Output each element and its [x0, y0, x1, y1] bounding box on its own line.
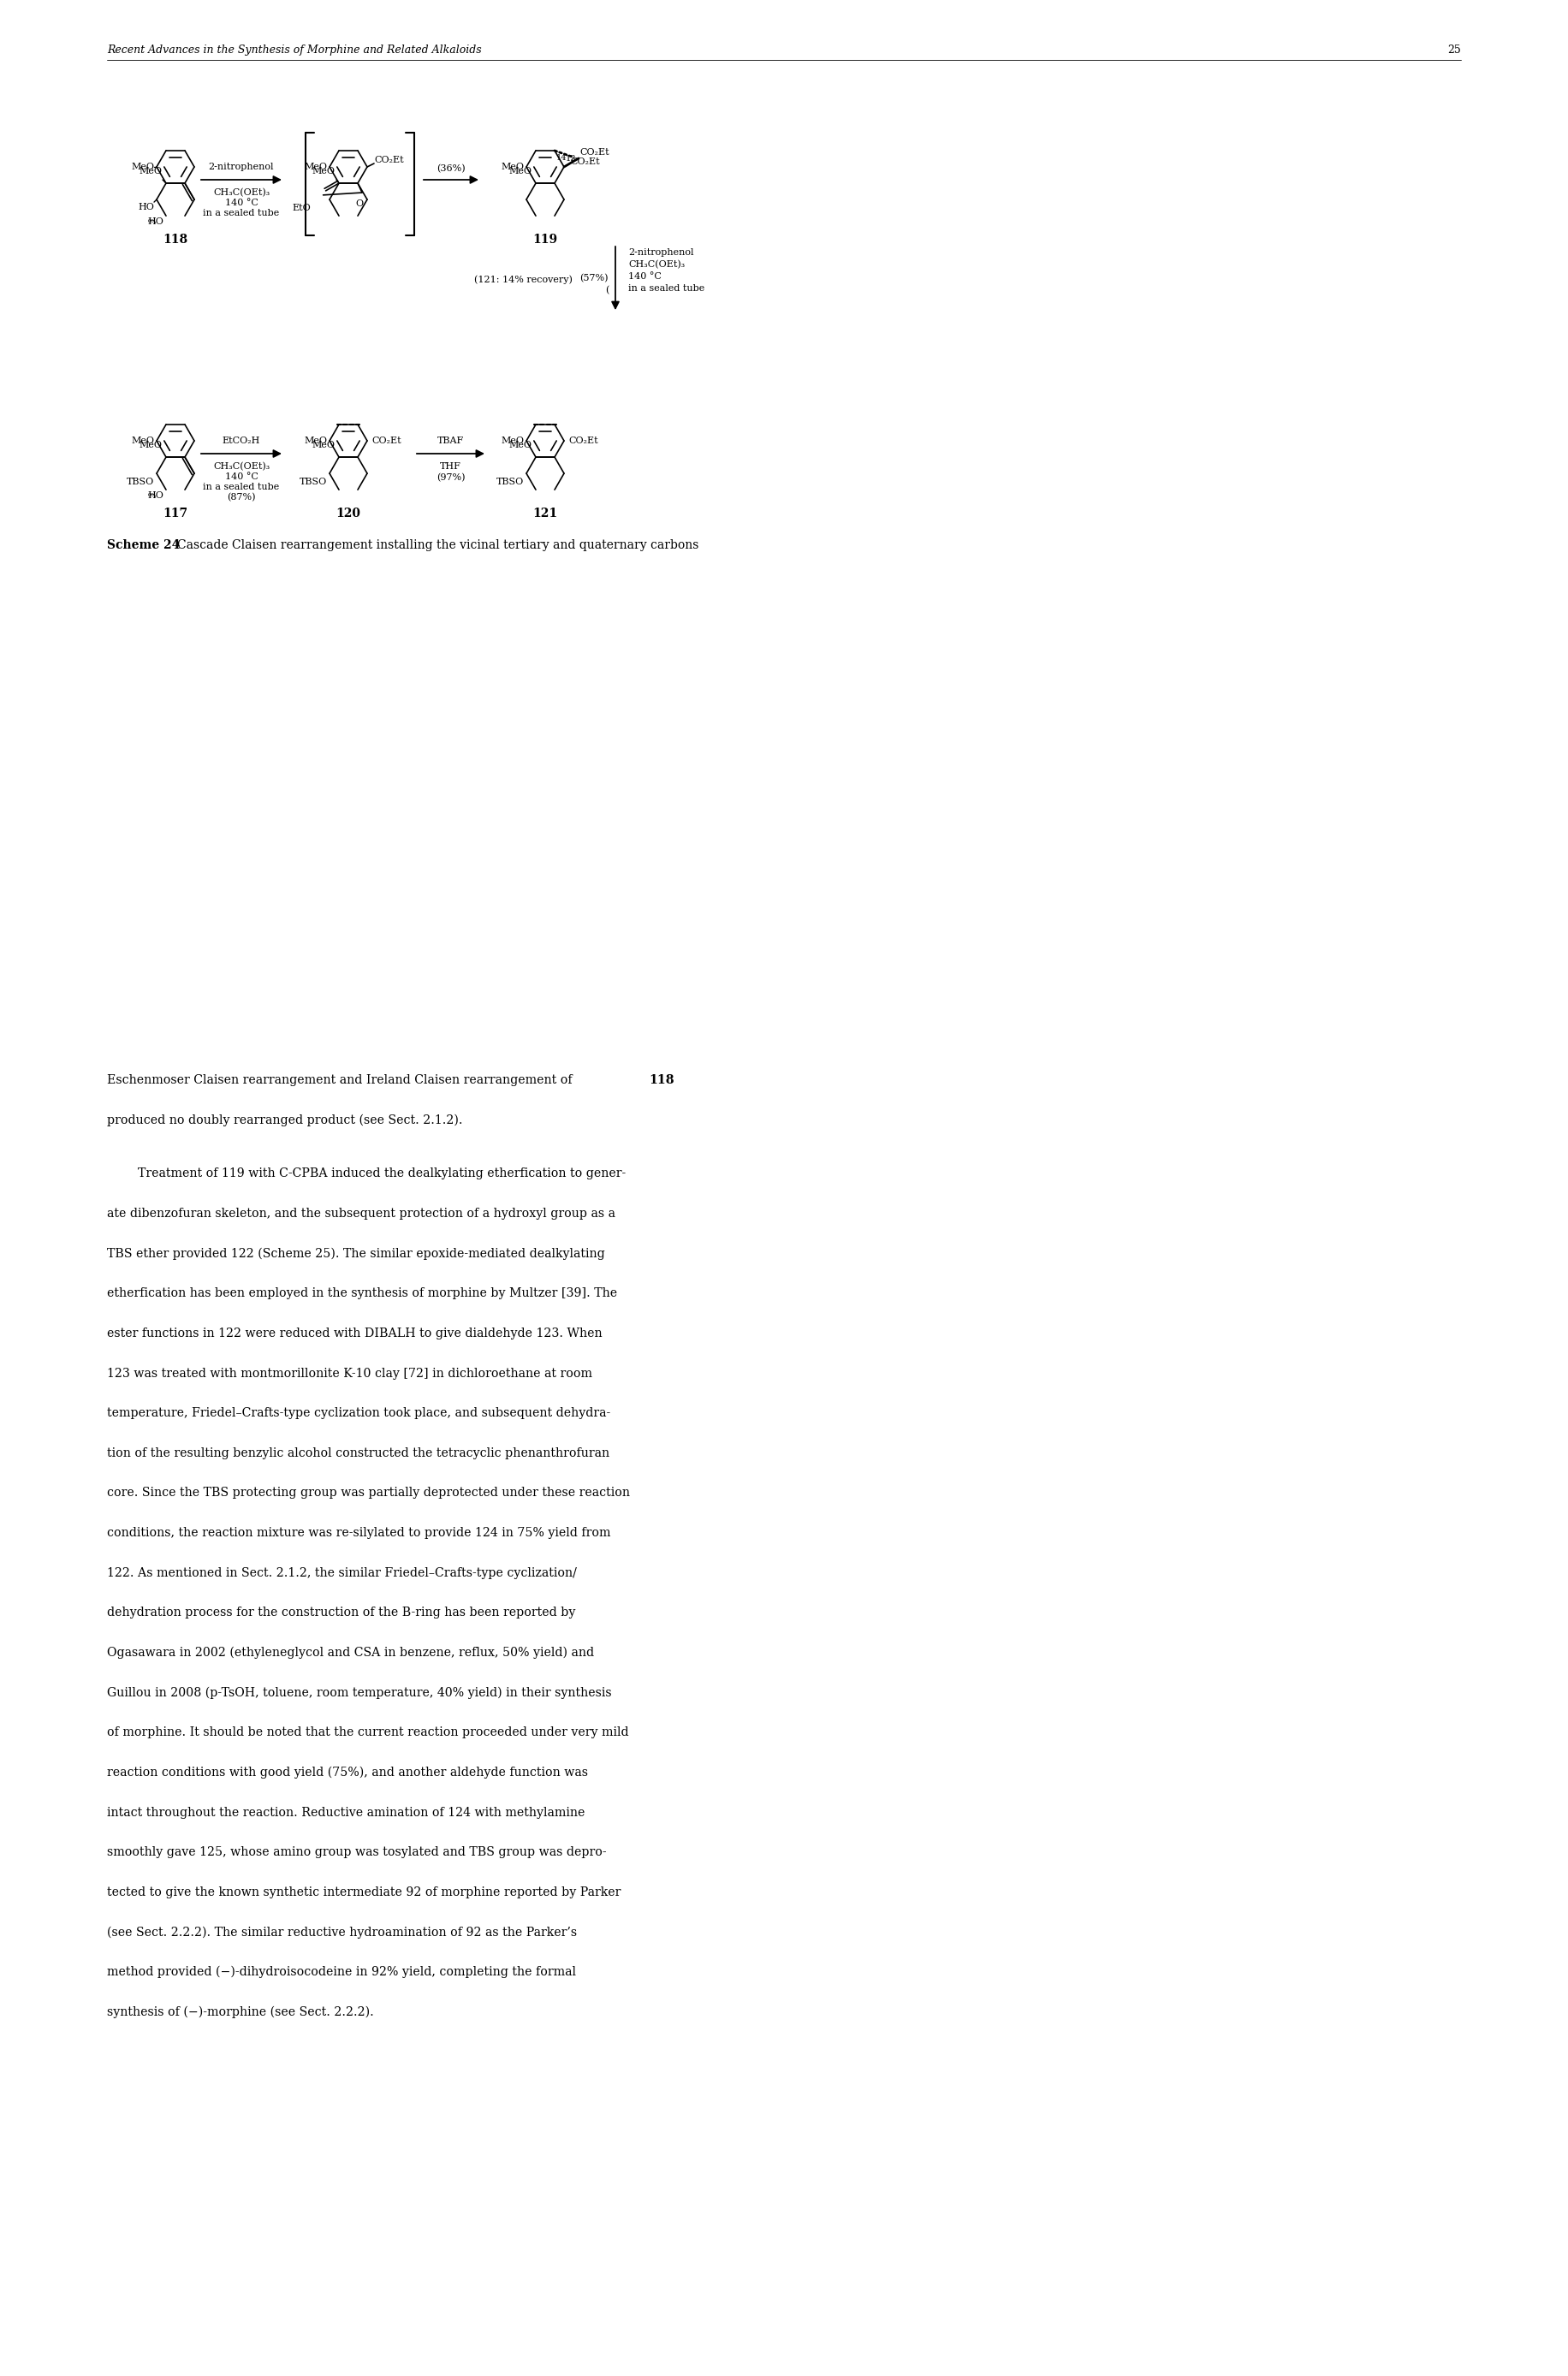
- Text: 118: 118: [649, 1074, 674, 1086]
- Text: TBSO: TBSO: [495, 478, 524, 487]
- Text: method provided (−)-dihydroisocodeine in 92% yield, completing the formal: method provided (−)-dihydroisocodeine in…: [107, 1965, 575, 1979]
- Text: MeO: MeO: [132, 162, 154, 171]
- Text: Scheme 24: Scheme 24: [107, 539, 183, 551]
- Text: MeO: MeO: [132, 437, 154, 444]
- Text: Recent Advances in the Synthesis of Morphine and Related Alkaloids: Recent Advances in the Synthesis of Morp…: [107, 45, 481, 55]
- Text: temperature, Friedel–Crafts-type cyclization took place, and subsequent dehydra-: temperature, Friedel–Crafts-type cycliza…: [107, 1407, 610, 1418]
- Text: in a sealed tube: in a sealed tube: [629, 285, 704, 292]
- Text: TBAF: TBAF: [437, 437, 464, 444]
- Text: (see Sect. 2.2.2). The similar reductive hydroamination of 92 as the Parker’s: (see Sect. 2.2.2). The similar reductive…: [107, 1927, 577, 1939]
- Text: Treatment of 119 with Ϲ-CPBA induced the dealkylating etherfication to gener-: Treatment of 119 with Ϲ-CPBA induced the…: [138, 1167, 626, 1181]
- Text: CO₂Et: CO₂Et: [568, 437, 597, 444]
- Text: tected to give the known synthetic intermediate 92 of morphine reported by Parke: tected to give the known synthetic inter…: [107, 1887, 621, 1898]
- Text: MeO: MeO: [304, 162, 328, 171]
- Text: CH₃C(OEt)₃: CH₃C(OEt)₃: [629, 261, 685, 268]
- Text: of morphine. It should be noted that the current reaction proceeded under very m: of morphine. It should be noted that the…: [107, 1727, 629, 1739]
- Text: 2-nitrophenol: 2-nitrophenol: [209, 162, 274, 171]
- Text: O: O: [356, 200, 364, 209]
- Text: THF: THF: [441, 463, 461, 470]
- Text: Cascade Claisen rearrangement installing the vicinal tertiary and quaternary car: Cascade Claisen rearrangement installing…: [177, 539, 699, 551]
- Text: MeO: MeO: [500, 437, 524, 444]
- Text: CH₃C(OEt)₃: CH₃C(OEt)₃: [213, 463, 270, 470]
- Text: CH₃C(OEt)₃: CH₃C(OEt)₃: [213, 188, 270, 197]
- Text: (: (: [605, 285, 608, 295]
- Text: CO₂Et: CO₂Et: [372, 437, 401, 444]
- Text: 119: 119: [533, 233, 558, 245]
- Text: dehydration process for the construction of the B-ring has been reported by: dehydration process for the construction…: [107, 1606, 575, 1618]
- Text: 121: 121: [533, 508, 558, 520]
- Text: MeO: MeO: [508, 442, 532, 449]
- Text: etherfication has been employed in the synthesis of morphine by Multzer [39]. Th: etherfication has been employed in the s…: [107, 1288, 616, 1300]
- Text: HO: HO: [138, 202, 154, 211]
- Text: conditions, the reaction mixture was re-silylated to provide 124 in 75% yield fr: conditions, the reaction mixture was re-…: [107, 1528, 610, 1540]
- Text: 140 °C: 140 °C: [224, 473, 259, 480]
- Text: synthesis of (−)-morphine (see Sect. 2.2.2).: synthesis of (−)-morphine (see Sect. 2.2…: [107, 2005, 373, 2017]
- Text: core. Since the TBS protecting group was partially deprotected under these react: core. Since the TBS protecting group was…: [107, 1487, 630, 1499]
- Text: 140 °C: 140 °C: [629, 273, 662, 280]
- Text: MeO: MeO: [312, 442, 334, 449]
- Text: 123 was treated with montmorillonite K-10 clay [72] in dichloroethane at room: 123 was treated with montmorillonite K-1…: [107, 1366, 591, 1380]
- Text: EtO: EtO: [293, 204, 310, 211]
- Text: MeO: MeO: [312, 166, 334, 176]
- Text: CO₂Et: CO₂Et: [571, 157, 599, 166]
- Text: 14: 14: [557, 154, 568, 162]
- Text: HO: HO: [147, 219, 163, 226]
- Text: 13: 13: [566, 154, 577, 162]
- Text: in a sealed tube: in a sealed tube: [204, 482, 279, 492]
- Text: 117: 117: [163, 508, 188, 520]
- Text: HO: HO: [147, 492, 163, 499]
- Text: CO₂Et: CO₂Et: [375, 157, 403, 164]
- Text: ester functions in 122 were reduced with DIBALH to give dialdehyde 123. When: ester functions in 122 were reduced with…: [107, 1328, 602, 1340]
- Text: intact throughout the reaction. Reductive amination of 124 with methylamine: intact throughout the reaction. Reductiv…: [107, 1806, 585, 1818]
- Text: Guillou in 2008 (p-TsOH, toluene, room temperature, 40% yield) in their synthesi: Guillou in 2008 (p-TsOH, toluene, room t…: [107, 1687, 612, 1699]
- Text: reaction conditions with good yield (75%), and another aldehyde function was: reaction conditions with good yield (75%…: [107, 1765, 588, 1780]
- Text: 118: 118: [163, 233, 188, 245]
- Text: CO₂Et: CO₂Et: [580, 147, 608, 157]
- Text: in a sealed tube: in a sealed tube: [204, 209, 279, 216]
- Text: MeO: MeO: [138, 442, 162, 449]
- Text: 122. As mentioned in Sect. 2.1.2, the similar Friedel–Crafts-type cyclization/: 122. As mentioned in Sect. 2.1.2, the si…: [107, 1566, 577, 1580]
- Text: ₀₀,: ₀₀,: [149, 216, 157, 223]
- Text: MeO: MeO: [508, 166, 532, 176]
- Text: 140 °C: 140 °C: [224, 200, 259, 207]
- Text: 2-nitrophenol: 2-nitrophenol: [629, 249, 693, 257]
- Text: (97%): (97%): [436, 473, 466, 482]
- Text: MeO: MeO: [500, 162, 524, 171]
- Text: (87%): (87%): [227, 492, 256, 501]
- Text: (57%): (57%): [580, 273, 608, 283]
- Text: Ogasawara in 2002 (ethyleneglycol and CSA in benzene, reflux, 50% yield) and: Ogasawara in 2002 (ethyleneglycol and CS…: [107, 1647, 594, 1658]
- Text: TBSO: TBSO: [127, 478, 154, 487]
- Text: produced no doubly rearranged product (see Sect. 2.1.2).: produced no doubly rearranged product (s…: [107, 1114, 463, 1126]
- Text: MeO: MeO: [138, 166, 162, 176]
- Text: ₀₀,: ₀₀,: [149, 489, 157, 499]
- Text: tion of the resulting benzylic alcohol constructed the tetracyclic phenanthrofur: tion of the resulting benzylic alcohol c…: [107, 1447, 608, 1459]
- Text: ate dibenzofuran skeleton, and the subsequent protection of a hydroxyl group as : ate dibenzofuran skeleton, and the subse…: [107, 1207, 615, 1219]
- Text: TBS ether provided 122 (Scheme 25). The similar epoxide-mediated dealkylating: TBS ether provided 122 (Scheme 25). The …: [107, 1247, 605, 1259]
- Text: smoothly gave 125, whose amino group was tosylated and TBS group was depro-: smoothly gave 125, whose amino group was…: [107, 1846, 607, 1858]
- Text: (121: 14% recovery): (121: 14% recovery): [474, 276, 572, 285]
- Text: MeO: MeO: [304, 437, 328, 444]
- Text: EtCO₂H: EtCO₂H: [223, 437, 260, 444]
- Text: 120: 120: [336, 508, 361, 520]
- Text: 25: 25: [1447, 45, 1461, 55]
- Text: Eschenmoser Claisen rearrangement and Ireland Claisen rearrangement of: Eschenmoser Claisen rearrangement and Ir…: [107, 1074, 575, 1086]
- Text: (36%): (36%): [436, 164, 466, 173]
- Text: TBSO: TBSO: [299, 478, 328, 487]
